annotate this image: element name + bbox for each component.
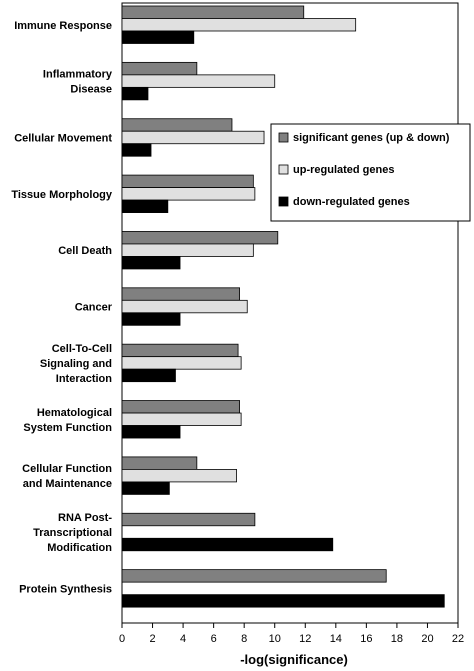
bar — [121, 30, 195, 44]
bar — [121, 412, 242, 426]
category-label: Cell Death — [58, 245, 112, 257]
x-tick-label: 0 — [119, 633, 125, 645]
bar — [121, 243, 254, 257]
category-label: Cellular Movement — [14, 132, 112, 144]
x-tick-label: 8 — [241, 633, 247, 645]
x-tick-label: 16 — [360, 633, 372, 645]
bar — [121, 199, 169, 213]
bar — [121, 187, 256, 201]
legend-swatch — [278, 196, 289, 207]
bar — [121, 356, 242, 370]
bar — [121, 118, 233, 132]
bar — [121, 368, 176, 383]
bar — [121, 569, 387, 583]
bar — [121, 143, 152, 157]
bar — [121, 469, 237, 483]
bar — [121, 287, 240, 301]
x-tick-label: 14 — [330, 633, 342, 645]
x-axis-label: -log(significance) — [240, 652, 348, 667]
category-label: Cancer — [75, 302, 113, 314]
x-tick-label: 10 — [269, 633, 281, 645]
bar — [121, 343, 239, 358]
category-label: Immune Response — [14, 20, 112, 32]
legend-label: up-regulated genes — [293, 164, 394, 176]
bar — [121, 425, 181, 439]
bar — [121, 61, 198, 76]
category-label: RNA Post-Transcriptional Modification — [33, 512, 112, 554]
category-label: Tissue Morphology — [11, 189, 113, 201]
bar — [121, 512, 256, 527]
legend-swatch — [278, 164, 289, 175]
bar — [121, 400, 240, 414]
bar — [121, 256, 181, 270]
bar — [121, 312, 181, 326]
x-tick-label: 18 — [391, 633, 403, 645]
bar — [121, 18, 357, 32]
x-tick-label: 22 — [452, 633, 464, 645]
bar — [121, 5, 305, 19]
legend-swatch — [278, 132, 289, 143]
legend-box — [270, 123, 471, 222]
x-tick-label: 6 — [211, 633, 217, 645]
bar — [121, 481, 170, 495]
x-tick-label: 4 — [180, 633, 186, 645]
bar — [121, 130, 265, 145]
category-label: Inflammatory Disease — [43, 69, 113, 96]
category-label: Cell-To-Cell Signaling and Interaction — [40, 343, 112, 385]
bar — [121, 537, 334, 552]
legend-label: significant genes (up & down) — [293, 132, 450, 144]
x-tick-label: 20 — [421, 633, 433, 645]
category-label: Cellular Function and Maintenance — [22, 463, 112, 490]
category-label: Hematological System Function — [23, 407, 112, 434]
bar — [121, 231, 279, 245]
bar — [121, 299, 248, 314]
bar — [121, 594, 445, 608]
x-tick-label: 2 — [149, 633, 155, 645]
bar — [121, 174, 254, 188]
bar — [121, 86, 149, 101]
x-tick-label: 12 — [299, 633, 311, 645]
category-label: Protein Synthesis — [19, 583, 112, 595]
legend-label: down-regulated genes — [293, 196, 410, 208]
bar — [121, 74, 276, 88]
bar — [121, 456, 198, 470]
legend: significant genes (up & down) up-regulate… — [270, 123, 471, 222]
